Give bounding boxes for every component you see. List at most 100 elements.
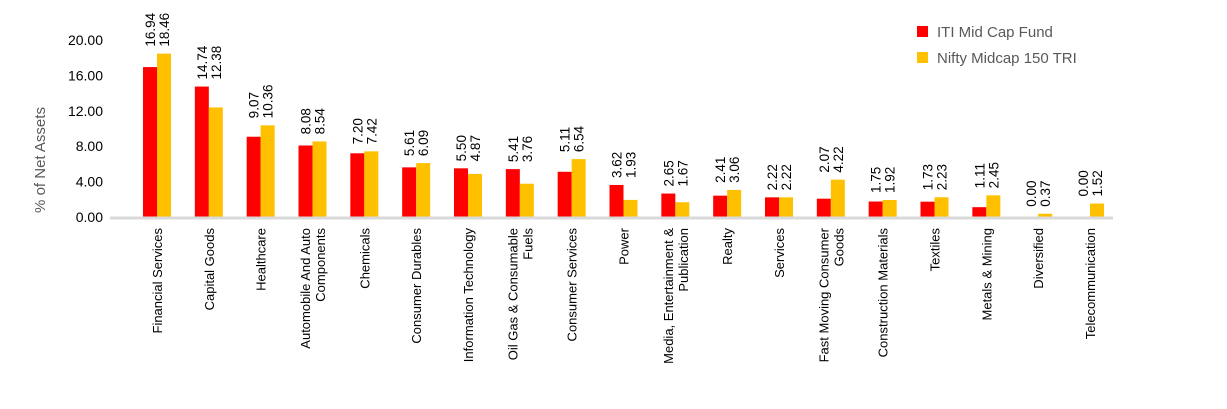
bar-benchmark <box>468 173 482 217</box>
data-label: 6.09 <box>416 130 431 156</box>
x-tick-label: Construction Materials <box>876 228 891 358</box>
category-group: 5.50 4.87 <box>454 135 483 217</box>
category-group: 5.61 6.09 <box>402 130 431 217</box>
bar-benchmark <box>260 125 275 217</box>
data-label: 2.23 <box>935 164 950 190</box>
data-label: 3.62 <box>610 152 625 178</box>
bar-fund <box>298 145 313 217</box>
x-tick-label: Chemicals <box>357 228 372 289</box>
bar-fund <box>246 136 261 217</box>
data-label: 10.36 <box>261 85 276 119</box>
bar-benchmark <box>416 163 431 217</box>
data-label: 2.45 <box>986 162 1001 188</box>
x-tick-label: Publication <box>676 228 691 292</box>
bar-benchmark <box>364 151 379 217</box>
legend-label: ITI Mid Cap Fund <box>937 24 1053 41</box>
legend-swatch <box>917 26 928 37</box>
x-tick-label: Textiles <box>928 228 943 272</box>
category-group: 16.94 18.46 <box>143 12 172 218</box>
bar-fund <box>713 195 728 217</box>
bar-fund <box>765 197 779 217</box>
x-tick-label: Capital Goods <box>202 228 217 311</box>
bar-benchmark <box>830 179 845 217</box>
y-tick-label: 4.00 <box>76 174 103 190</box>
data-label: 1.67 <box>675 160 690 186</box>
category-group: 1.75 1.92 <box>868 167 898 217</box>
y-tick-label: 20.00 <box>68 32 103 48</box>
bar-benchmark <box>623 199 638 217</box>
category-group: 9.07 10.36 <box>247 85 276 217</box>
bar-fund <box>816 198 831 217</box>
bar-benchmark <box>519 183 534 217</box>
bars: 16.94 18.46 14.74 12.38 9.07 10.36 8.08 8.54 7.2… <box>143 12 1105 218</box>
category-group: 2.65 1.67 <box>661 160 690 217</box>
bar-fund <box>972 207 987 217</box>
legend-label: Nifty Midcap 150 TRI <box>937 50 1077 67</box>
y-tick-label: 12.00 <box>68 103 103 119</box>
bar-fund <box>661 193 676 217</box>
category-group: 3.62 1.93 <box>609 152 639 217</box>
data-label: 2.22 <box>779 164 794 190</box>
x-tick-label: Consumer Durables <box>409 228 424 344</box>
category-group: 7.20 7.42 <box>350 118 379 217</box>
bar-benchmark <box>1090 203 1104 217</box>
bar-fund <box>920 201 935 217</box>
data-label: 0.00 <box>1076 170 1091 196</box>
bar-benchmark <box>1038 213 1053 217</box>
data-label: 1.75 <box>869 167 884 193</box>
x-tick-label: Healthcare <box>254 228 269 291</box>
x-tick-label: Fuels <box>520 228 535 260</box>
bar-fund <box>505 169 520 217</box>
data-label: 1.73 <box>921 164 936 190</box>
data-label: 8.54 <box>313 108 328 135</box>
data-label: 2.41 <box>713 157 728 183</box>
y-axis-title: % of Net Assets <box>32 107 49 213</box>
y-tick-label: 16.00 <box>68 67 103 83</box>
data-label: 0.00 <box>1024 180 1039 206</box>
category-group: 1.73 2.23 <box>920 164 950 217</box>
data-label: 1.92 <box>883 167 898 193</box>
data-label: 1.11 <box>972 163 987 188</box>
category-group: 5.11 6.54 <box>557 125 587 217</box>
bar-fund <box>350 153 365 217</box>
data-label: 5.61 <box>402 130 417 156</box>
category-group: 2.22 2.22 <box>765 164 794 217</box>
bar-fund <box>454 168 468 217</box>
data-label: 0.37 <box>1038 180 1053 206</box>
bar-benchmark <box>208 107 223 217</box>
bar-fund <box>143 67 157 218</box>
data-label: 2.65 <box>661 160 676 186</box>
category-group: 1.11 2.45 <box>972 162 1001 217</box>
bar-benchmark <box>675 202 690 217</box>
x-tick-label: Components <box>313 228 328 302</box>
x-tick-label: Automobile And Auto <box>298 228 313 349</box>
x-tick-label: Oil Gas & Consumable <box>505 228 520 360</box>
data-label: 4.22 <box>831 146 846 172</box>
data-label: 1.52 <box>1090 170 1105 196</box>
data-label: 2.22 <box>765 164 780 190</box>
data-label: 5.50 <box>454 135 469 161</box>
bar-fund <box>609 184 624 217</box>
x-tick-label: Consumer Services <box>565 228 580 342</box>
data-label: 7.42 <box>364 118 379 144</box>
y-tick-label: 0.00 <box>76 209 103 225</box>
x-tick-label: Telecommunication <box>1083 228 1098 339</box>
category-group: 8.08 8.54 <box>298 108 328 217</box>
data-label: 1.93 <box>624 152 639 178</box>
data-label: 9.07 <box>247 92 262 118</box>
x-tick-label: Power <box>617 227 632 265</box>
x-tick-label: Services <box>772 228 787 278</box>
data-label: 8.08 <box>299 108 314 134</box>
data-label: 3.76 <box>520 136 535 162</box>
category-group: 0.00 0.37 <box>1024 180 1053 217</box>
data-label: 18.46 <box>157 13 172 47</box>
bar-fund <box>557 171 572 217</box>
x-tick-label: Realty <box>720 228 735 265</box>
category-group: 0.00 1.52 <box>1076 170 1105 217</box>
y-tick-label: 8.00 <box>76 138 103 154</box>
data-label: 5.41 <box>506 136 521 162</box>
data-label: 12.38 <box>209 46 224 80</box>
x-tick-label: Media, Entertainment & <box>661 228 676 364</box>
bar-fund <box>868 201 883 217</box>
